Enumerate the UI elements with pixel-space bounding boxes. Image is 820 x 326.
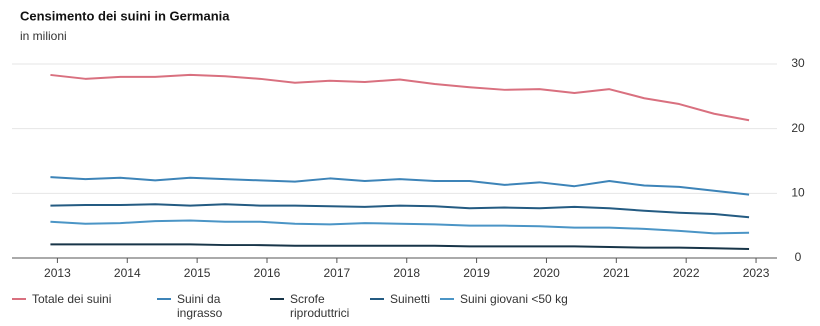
legend-swatch bbox=[157, 298, 171, 300]
legend-swatch bbox=[270, 298, 284, 300]
legend-item: Suini da ingrasso bbox=[157, 292, 257, 320]
legend-swatch bbox=[370, 298, 384, 300]
series-line bbox=[50, 73, 750, 122]
legend-swatch bbox=[440, 298, 454, 300]
series-line bbox=[50, 243, 750, 250]
legend-label: Suini da ingrasso bbox=[177, 292, 223, 320]
x-tick-label: 2020 bbox=[533, 266, 560, 280]
x-tick-label: 2023 bbox=[743, 266, 770, 280]
legend-item: Suinetti bbox=[370, 292, 440, 306]
series-line bbox=[50, 219, 750, 235]
series-line bbox=[50, 176, 750, 196]
x-tick-label: 2016 bbox=[254, 266, 281, 280]
x-tick-label: 2019 bbox=[463, 266, 490, 280]
x-tick-label: 2018 bbox=[393, 266, 420, 280]
legend-swatch bbox=[12, 298, 26, 300]
y-tick-label: 10 bbox=[791, 185, 805, 199]
chart-subtitle: in milioni bbox=[20, 29, 67, 43]
y-tick-label: 0 bbox=[795, 250, 802, 264]
legend-item: Suini giovani <50 kg bbox=[440, 292, 590, 306]
series-line bbox=[50, 203, 750, 219]
legend-label: Scrofe riproduttrici bbox=[290, 292, 350, 320]
x-tick-label: 2014 bbox=[114, 266, 141, 280]
x-tick-label: 2015 bbox=[184, 266, 211, 280]
x-tick-label: 2021 bbox=[603, 266, 630, 280]
legend-label: Suinetti bbox=[390, 292, 431, 306]
x-tick-label: 2017 bbox=[324, 266, 351, 280]
legend-label: Totale dei suini bbox=[32, 292, 112, 306]
legend-label: Suini giovani <50 kg bbox=[460, 292, 568, 306]
chart-title: Censimento dei suini in Germania bbox=[20, 8, 230, 23]
y-tick-label: 20 bbox=[791, 121, 805, 135]
x-tick-label: 2013 bbox=[44, 266, 71, 280]
legend-item: Scrofe riproduttrici bbox=[270, 292, 360, 320]
y-tick-label: 30 bbox=[791, 56, 805, 70]
x-tick-label: 2022 bbox=[673, 266, 700, 280]
legend-item: Totale dei suini bbox=[12, 292, 152, 306]
